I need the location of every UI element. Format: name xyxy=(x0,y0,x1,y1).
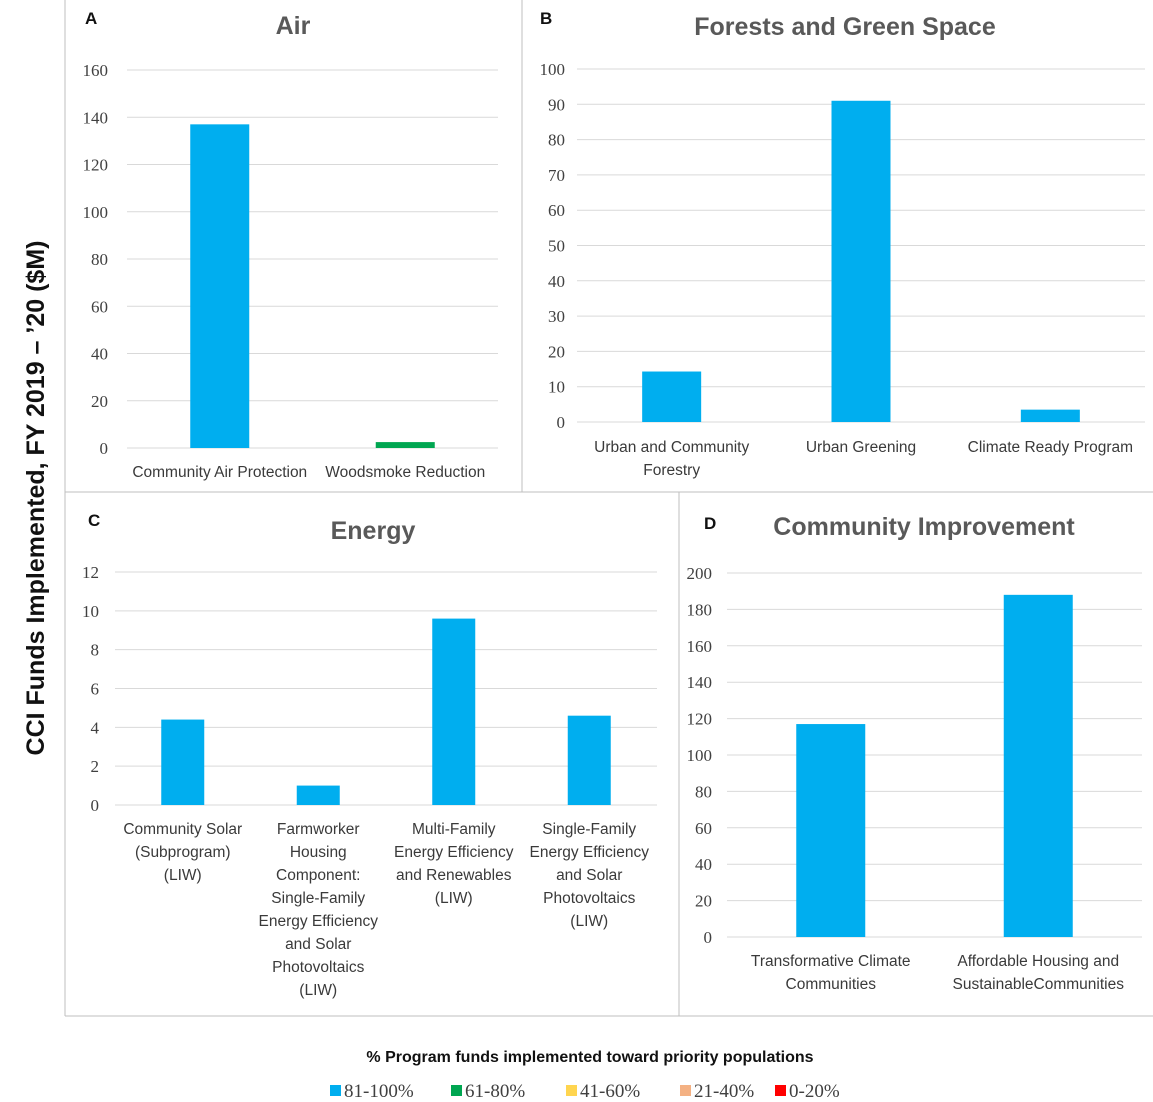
y-tick-label: 12 xyxy=(82,563,99,582)
legend-swatch xyxy=(566,1085,577,1096)
y-tick-label: 70 xyxy=(548,166,565,185)
bar xyxy=(432,618,476,805)
bar xyxy=(1003,594,1073,937)
y-tick-label: 20 xyxy=(548,342,565,361)
x-category-label: Farmworker Housing Component: Single-Family… xyxy=(259,821,379,999)
panel-community-improvement: D Community Improvement 0 20 40 60 80 100 120 140… xyxy=(687,513,1142,993)
bar xyxy=(642,371,702,422)
panel-title: Air xyxy=(276,12,311,40)
bar xyxy=(831,100,891,423)
legend-swatch xyxy=(680,1085,691,1096)
panel-air: A Air 0 20 40 60 80 100 120 140 160 Community Air P… xyxy=(83,9,498,481)
legend-swatch xyxy=(451,1085,462,1096)
y-tick-label: 60 xyxy=(91,297,108,316)
panel-energy: C Energy 0 2 4 6 8 10 12 Community Solar (Subprogr… xyxy=(82,511,657,999)
y-tick-label: 6 xyxy=(91,680,100,699)
y-tick-label: 40 xyxy=(91,345,108,364)
panel-letter: A xyxy=(85,9,97,28)
y-tick-label: 50 xyxy=(548,237,565,256)
y-axis-title: CCI Funds Implemented, FY 2019 – ’20 ($M… xyxy=(22,241,50,756)
y-tick-label: 0 xyxy=(704,928,713,947)
x-category-label: Woodsmoke Reduction xyxy=(325,464,485,481)
legend-title: % Program funds implemented toward prior… xyxy=(366,1049,813,1066)
y-tick-label: 40 xyxy=(695,855,712,874)
y-tick-label: 200 xyxy=(687,564,713,583)
legend-label: 81-100% xyxy=(344,1081,414,1102)
panel-letter: C xyxy=(88,511,100,530)
y-tick-label: 80 xyxy=(695,782,712,801)
panel-frames xyxy=(64,0,1153,1017)
panel-letter: B xyxy=(540,9,552,28)
y-tick-label: 140 xyxy=(687,673,713,692)
x-category-label: Urban Greening xyxy=(806,439,916,456)
x-category-label: Community Air Protection xyxy=(132,464,307,481)
y-tick-label: 160 xyxy=(687,637,713,656)
legend-label: 41-60% xyxy=(580,1081,640,1102)
y-tick-label: 60 xyxy=(548,201,565,220)
x-category-label: Transformative Climate Communities xyxy=(751,953,911,993)
y-tick-label: 20 xyxy=(91,392,108,411)
x-category-label: Climate Ready Program xyxy=(968,439,1133,456)
y-tick-label: 90 xyxy=(548,95,565,114)
x-category-label: Single-Family Energy Efficiency and Solar P… xyxy=(530,821,650,930)
y-tick-label: 2 xyxy=(91,757,100,776)
y-tick-label: 100 xyxy=(83,203,109,222)
x-category-label: Affordable Housing and SustainableCommuni… xyxy=(953,953,1125,993)
panel-letter: D xyxy=(704,514,716,533)
bar xyxy=(190,124,250,449)
y-tick-label: 10 xyxy=(548,378,565,397)
y-tick-label: 0 xyxy=(557,413,566,432)
x-category-label: Community Solar (Subprogram) (LIW) xyxy=(123,821,242,884)
y-tick-label: 180 xyxy=(687,600,713,619)
legend-label: 21-40% xyxy=(694,1081,754,1102)
legend-label: 61-80% xyxy=(465,1081,525,1102)
y-tick-label: 100 xyxy=(687,746,713,765)
legend: 81-100% 61-80% 41-60% 21-40% 0-20% xyxy=(330,1081,840,1102)
y-tick-label: 160 xyxy=(83,61,109,80)
panel-forests-and-green-space: B Forests and Green Space 0 10 20 30 40 50 60 70 8… xyxy=(540,9,1145,479)
y-tick-label: 30 xyxy=(548,307,565,326)
y-tick-label: 20 xyxy=(695,892,712,911)
y-tick-label: 100 xyxy=(540,60,566,79)
y-tick-label: 80 xyxy=(548,131,565,150)
x-category-label: Urban and Community Forestry xyxy=(594,439,749,479)
bar xyxy=(796,724,866,937)
panel-title: Energy xyxy=(331,517,416,545)
panel-title: Community Improvement xyxy=(773,513,1075,541)
y-tick-label: 120 xyxy=(83,156,109,175)
y-tick-label: 0 xyxy=(100,439,109,458)
y-tick-label: 0 xyxy=(91,796,100,815)
y-tick-label: 10 xyxy=(82,602,99,621)
panel-title: Forests and Green Space xyxy=(694,13,996,41)
legend-label: 0-20% xyxy=(789,1081,840,1102)
bar xyxy=(375,442,435,448)
bar xyxy=(567,715,611,805)
bar xyxy=(1020,409,1080,422)
y-tick-label: 120 xyxy=(687,710,713,729)
bar xyxy=(296,785,340,805)
legend-swatch xyxy=(775,1085,786,1096)
legend-swatch xyxy=(330,1085,341,1096)
bar xyxy=(161,719,205,805)
y-tick-label: 40 xyxy=(548,272,565,291)
y-tick-label: 4 xyxy=(91,718,100,737)
y-tick-label: 8 xyxy=(91,641,100,660)
y-tick-label: 80 xyxy=(91,250,108,269)
y-tick-label: 140 xyxy=(83,108,109,127)
y-tick-label: 60 xyxy=(695,819,712,838)
x-category-label: Multi-Family Energy Efficiency and Renewab… xyxy=(394,821,514,907)
